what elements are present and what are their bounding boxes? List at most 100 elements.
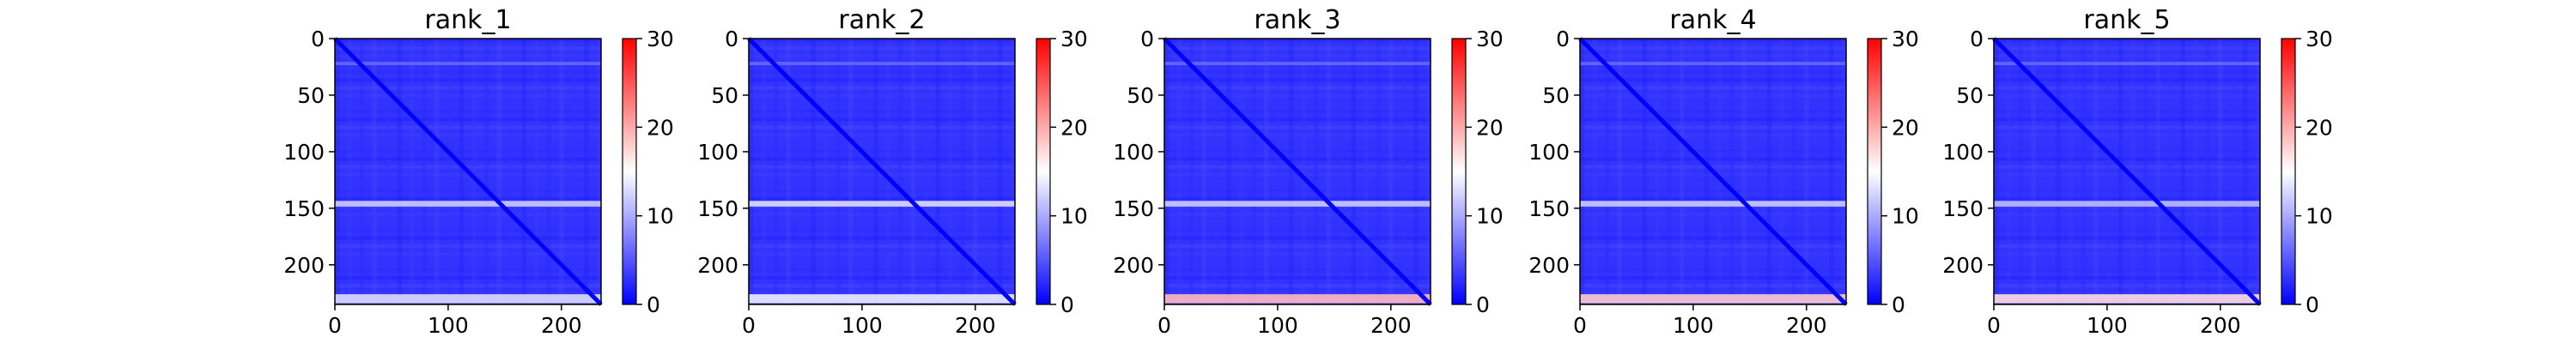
heatmap-row-texture [749, 133, 1015, 137]
heatmap-col-texture [1841, 39, 1846, 304]
heatmap-col-texture [1264, 39, 1269, 304]
heatmap-row-texture [1994, 260, 2260, 264]
heatmap-col-texture [2081, 39, 2086, 304]
heatmap-row-texture [335, 101, 601, 105]
heatmap-col-texture [1754, 39, 1759, 304]
heatmap-row-texture [1580, 236, 1846, 240]
heatmap-row-texture [1164, 117, 1431, 122]
panel-title: rank_5 [2083, 5, 2170, 35]
heatmap-row-texture [335, 78, 601, 82]
heatmap-col-texture [1413, 39, 1419, 304]
heatmap-row-texture [749, 149, 1015, 153]
heatmap-row-texture [749, 236, 1015, 240]
heatmap-diagonal [1992, 37, 2262, 306]
heatmap-band-1 [1994, 201, 2260, 207]
heatmap-row-texture [1994, 172, 2260, 177]
heatmap-row-texture [749, 276, 1015, 280]
heatmap-col-texture [1201, 39, 1206, 304]
heatmap-row-texture [749, 54, 1015, 58]
heatmap-col-texture [2093, 39, 2099, 304]
heatmap-col-texture [1804, 39, 1809, 304]
heatmap-col-texture [347, 39, 352, 304]
x-tick-label: 100 [1673, 313, 1714, 338]
heatmap-col-texture [1605, 39, 1610, 304]
heatmap-col-texture [1314, 39, 1319, 304]
heatmap-col-texture [1829, 39, 1834, 304]
x-tick-label: 0 [1573, 313, 1587, 338]
heatmap-row-texture [749, 252, 1015, 256]
colorbar-tick-label: 10 [1892, 204, 1919, 229]
heatmap-row-texture [1994, 39, 2260, 42]
y-tick-label: 50 [297, 83, 325, 108]
heatmap-panel-4: rank_4 0 100 200 0 50 100 150 200 0 10 20 30 [1528, 5, 1919, 338]
heatmap-diagonal [333, 37, 603, 306]
x-tick-label: 200 [541, 313, 582, 338]
heatmap-col-texture [935, 39, 940, 304]
y-tick-label: 100 [697, 140, 738, 165]
colorbar-tick-label: 0 [2306, 292, 2319, 317]
heatmap-col-texture [1617, 39, 1622, 304]
heatmap-band-3 [335, 62, 601, 65]
heatmap-col-texture [1400, 39, 1406, 304]
heatmap-col-texture [534, 39, 539, 304]
heatmap-band-3 [1994, 62, 2260, 65]
heatmap-col-texture [2255, 39, 2260, 304]
heatmap-row-texture [1164, 276, 1431, 280]
heatmap-col-texture [2118, 39, 2123, 304]
axes-frame [748, 38, 1016, 305]
y-tick-label: 100 [1528, 140, 1570, 165]
heatmap-col-texture [1779, 39, 1784, 304]
heatmap-col-texture [459, 39, 465, 304]
y-tick-label: 200 [697, 253, 738, 278]
heatmap-row-texture [335, 292, 601, 296]
heatmap-row-texture [1994, 228, 2260, 232]
heatmap-row-texture [1580, 260, 1846, 264]
heatmap-row-texture [335, 149, 601, 153]
heatmap-col-texture [1189, 39, 1194, 304]
colorbar [1867, 38, 1882, 305]
heatmap-panel-5: rank_5 0 100 200 0 50 100 150 200 0 10 20 30 [1942, 5, 2333, 338]
heatmap-row-texture [749, 46, 1015, 51]
heatmap-col-texture [2105, 39, 2111, 304]
heatmap-row-texture [335, 133, 601, 137]
heatmap-row-texture [1994, 141, 2260, 145]
heatmap-row-texture [749, 78, 1015, 82]
heatmap-col-texture [1816, 39, 1821, 304]
heatmap-row-texture [335, 39, 601, 42]
colorbar [622, 38, 637, 305]
heatmap-col-texture [385, 39, 390, 304]
heatmap-col-texture [1251, 39, 1256, 304]
y-tick-label: 150 [283, 196, 325, 221]
x-tick-label: 200 [2200, 313, 2241, 338]
colorbar-tick-label: 20 [1892, 115, 1919, 140]
heatmap-col-texture [898, 39, 903, 304]
heatmap-row-texture [1164, 284, 1431, 288]
heatmap-col-texture [835, 39, 841, 304]
heatmap-row-texture [749, 292, 1015, 296]
heatmap-col-texture [948, 39, 953, 304]
heatmap-col-texture [2006, 39, 2011, 304]
heatmap-row-texture [1580, 133, 1846, 137]
heatmap-col-texture [2143, 39, 2148, 304]
heatmap-col-texture [1741, 39, 1747, 304]
colorbar-tick-label: 30 [1476, 27, 1504, 51]
heatmap-col-texture [335, 39, 340, 304]
heatmap-row-texture [1994, 268, 2260, 272]
y-tick-label: 200 [1942, 253, 1984, 278]
heatmap-row-texture [1994, 101, 2260, 105]
heatmap-row-texture [749, 39, 1015, 42]
heatmap-row-texture [1164, 93, 1431, 98]
heatmap-row-texture [335, 213, 601, 217]
heatmap-col-texture [2044, 39, 2049, 304]
heatmap-band-3 [1164, 62, 1431, 65]
heatmap-col-texture [774, 39, 779, 304]
heatmap-row-texture [1164, 133, 1431, 137]
heatmap-col-texture [509, 39, 514, 304]
heatmap-col-texture [923, 39, 928, 304]
heatmap-row-texture [1580, 220, 1846, 225]
heatmap-col-texture [1339, 39, 1344, 304]
heatmap-row-texture [1580, 196, 1846, 201]
colorbar-tick-label: 10 [1476, 204, 1504, 229]
heatmap-col-texture [960, 39, 965, 304]
heatmap-row-texture [1580, 54, 1846, 58]
